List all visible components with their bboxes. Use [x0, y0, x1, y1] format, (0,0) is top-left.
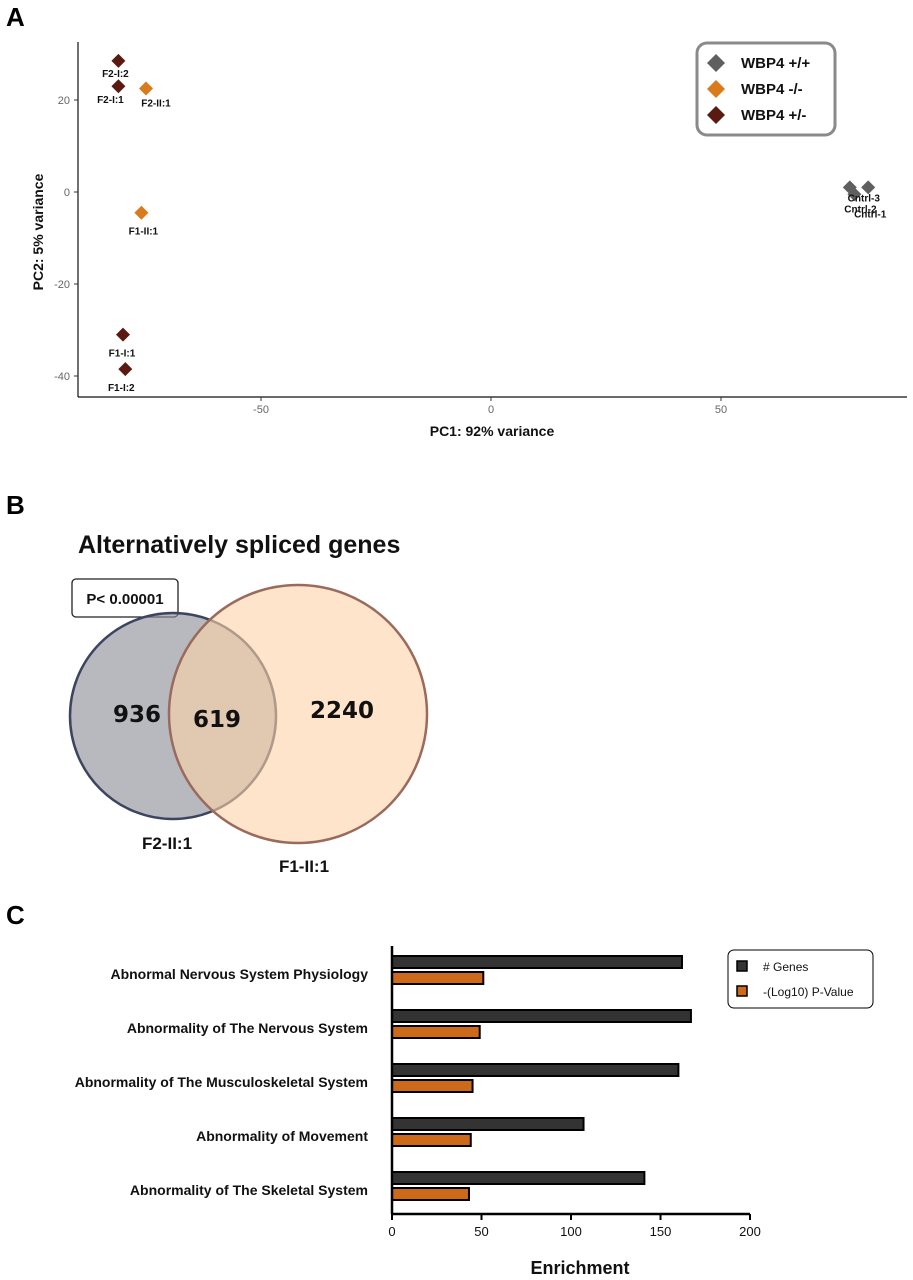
pca-point-label: Cntrl-2 — [844, 204, 877, 215]
legend-swatch-icon — [736, 960, 748, 972]
panel-letter-b: B — [6, 490, 25, 520]
category-label: Abnormality of The Nervous System — [127, 1020, 368, 1036]
enrichment-bar — [391, 1187, 470, 1201]
pca-point — [861, 180, 876, 195]
enrichment-bar — [391, 1117, 585, 1131]
y-tick-label: 20 — [58, 95, 70, 107]
pca-legend-label: WBP4 -/- — [741, 81, 803, 98]
legend-diamond-icon — [707, 80, 725, 98]
enrichment-axes: Abnormal Nervous System Physiology Abnorm… — [75, 946, 761, 1278]
c-x-tick-label: 0 — [388, 1224, 395, 1239]
pca-points: F2-I:2 F2-I:1 F1-I:1 F1-I:2 F2-II:1 F1-II:1 Cn… — [97, 53, 887, 394]
pca-point-label: F1-II:1 — [129, 227, 159, 238]
x-tick-label: -50 — [253, 404, 269, 416]
venn-circle-f1 — [167, 583, 429, 845]
c-x-tick-label: 200 — [739, 1224, 761, 1239]
p-value-box: P< 0.00001 — [71, 578, 179, 618]
c-x-tick-label: 50 — [474, 1224, 488, 1239]
pca-point — [118, 362, 133, 377]
enrichment-bar — [391, 1079, 474, 1093]
pca-point — [116, 327, 130, 342]
pca-point — [139, 81, 153, 96]
y-tick-label: 0 — [64, 187, 70, 199]
legend-diamond-icon — [707, 106, 725, 124]
pca-point — [111, 53, 126, 68]
enrichment-bar — [391, 1009, 692, 1023]
pca-point — [111, 79, 126, 94]
c-x-tick-label: 150 — [650, 1224, 672, 1239]
category-label: Abnormal Nervous System Physiology — [110, 966, 368, 982]
pca-point — [847, 187, 862, 202]
c-legend-box — [727, 949, 874, 1009]
x-axis-title: PC1: 92% variance — [430, 423, 555, 439]
pca-axes: -50 0 50 20 0 -20 -40 PC1: 92% variance PC2: 5% … — [30, 42, 907, 439]
p-value-text: P< 0.00001 — [86, 591, 163, 608]
panel-letter-c: C — [6, 900, 25, 930]
y-tick-label: -20 — [54, 279, 70, 291]
pca-point-label: F2-II:1 — [141, 99, 171, 110]
pca-legend: WBP4 +/+ WBP4 -/- WBP4 +/- — [695, 41, 837, 137]
y-tick-label: -40 — [54, 371, 70, 383]
pca-point-label: F1-I:2 — [108, 383, 135, 394]
venn-f1-only-count: 2240 — [310, 698, 374, 724]
c-legend-label: -(Log10) P-Value — [763, 985, 854, 999]
enrichment-bar-chart: Abnormal Nervous System Physiology Abnorm… — [75, 946, 874, 1278]
legend-swatch-icon — [736, 985, 748, 997]
venn-f1-label: F1-II:1 — [279, 857, 329, 876]
c-legend-label: # Genes — [763, 960, 808, 974]
enrichment-bar — [391, 1025, 481, 1039]
pca-legend-label: WBP4 +/- — [741, 107, 806, 124]
enrichment-legend: # Genes -(Log10) P-Value — [727, 949, 874, 1009]
y-axis-title: PC2: 5% variance — [30, 173, 46, 290]
category-label: Abnormality of Movement — [196, 1128, 368, 1144]
venn-title: Alternatively spliced genes — [78, 531, 400, 559]
pca-point-label: F1-I:1 — [109, 349, 136, 360]
c-x-tick-label: 100 — [560, 1224, 582, 1239]
pca-point-label: F2-I:2 — [102, 69, 129, 80]
pca-legend-label: WBP4 +/+ — [741, 55, 810, 72]
enrichment-bar — [391, 1063, 680, 1077]
enrichment-bar — [391, 1133, 472, 1147]
category-label: Abnormality of The Musculoskeletal Syste… — [75, 1074, 368, 1090]
venn-intersection-count: 619 — [193, 707, 241, 733]
venn-f2-only-count: 936 — [113, 702, 161, 728]
pca-scatter-chart: -50 0 50 20 0 -20 -40 PC1: 92% variance PC2: 5% … — [30, 41, 907, 439]
pca-point — [134, 205, 149, 220]
x-tick-label: 50 — [715, 404, 727, 416]
pca-legend-box — [695, 41, 837, 137]
legend-diamond-icon — [707, 54, 725, 72]
pca-point-label: F2-I:1 — [97, 95, 124, 106]
enrichment-bar — [391, 971, 485, 985]
panel-letter-a: A — [6, 2, 25, 32]
x-tick-label: 0 — [488, 404, 494, 416]
venn-f2-label: F2-II:1 — [142, 834, 192, 853]
pca-point-label: Cntrl-3 — [848, 193, 881, 204]
category-label: Abnormality of The Skeletal System — [130, 1182, 368, 1198]
venn-diagram: Alternatively spliced genes P< 0.00001 9… — [68, 531, 429, 876]
enrichment-bar — [391, 955, 683, 969]
enrichment-bars — [391, 955, 692, 1201]
enrichment-bar — [391, 1171, 646, 1185]
pca-point-label: Cntrl-1 — [854, 209, 887, 220]
c-x-axis-title: Enrichment — [530, 1258, 629, 1278]
